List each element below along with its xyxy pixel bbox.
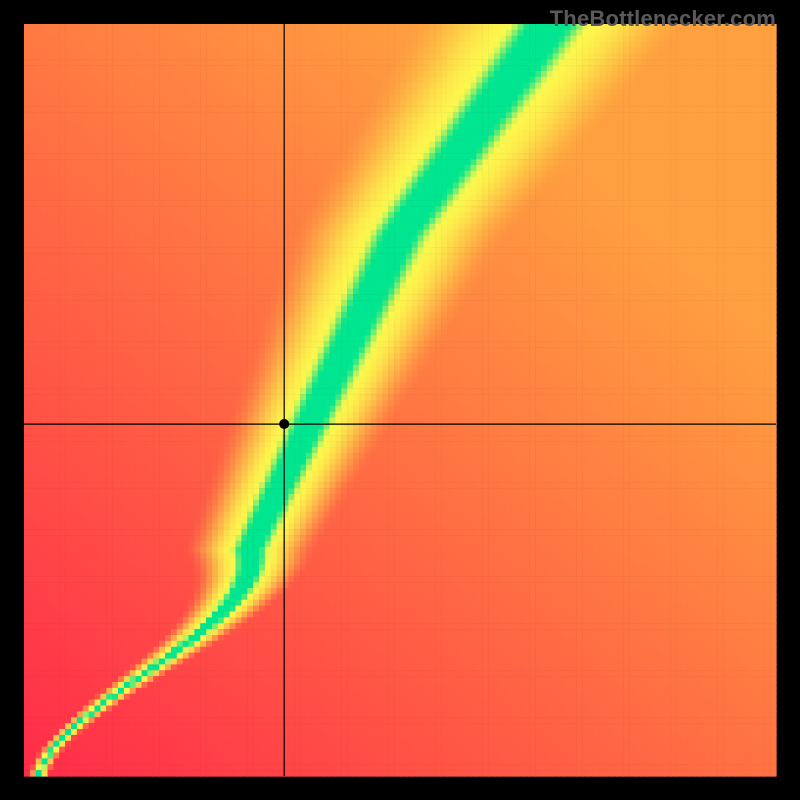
watermark-text: TheBottlenecker.com [550, 6, 776, 32]
heatmap-canvas [0, 0, 800, 800]
chart-container: TheBottlenecker.com [0, 0, 800, 800]
